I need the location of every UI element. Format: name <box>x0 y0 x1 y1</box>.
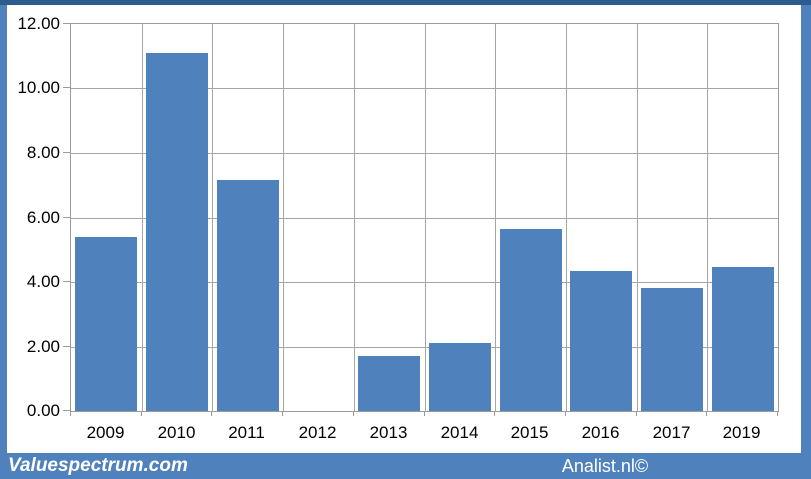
plot-area <box>70 23 779 412</box>
gridline-x-2 <box>212 24 213 411</box>
x-axis-label-2015: 2015 <box>510 423 549 442</box>
x-tick-3 <box>282 411 283 416</box>
gridline-x-5 <box>425 24 426 411</box>
gridline-x-6 <box>495 24 496 411</box>
gridline-x-3 <box>283 24 284 411</box>
bar-2017 <box>641 288 703 411</box>
x-axis-label-2012: 2012 <box>298 423 337 442</box>
x-axis-label-2010: 2010 <box>157 423 196 442</box>
frame-top-edge <box>0 0 811 5</box>
x-tick-4 <box>353 411 354 416</box>
x-tick-7 <box>565 411 566 416</box>
x-axis-label-2013: 2013 <box>369 423 408 442</box>
bar-2010 <box>146 53 208 411</box>
gridline-x-4 <box>354 24 355 411</box>
gridline-y-8 <box>71 153 778 154</box>
gridline-x-1 <box>142 24 143 411</box>
gridline-x-9 <box>707 24 708 411</box>
y-tick-4.00 <box>63 281 70 282</box>
bar-2014 <box>429 343 491 411</box>
y-axis-label-10.00: 10.00 <box>17 78 60 97</box>
gridline-x-7 <box>566 24 567 411</box>
y-tick-6.00 <box>63 217 70 218</box>
y-axis-label-12.00: 12.00 <box>17 14 60 33</box>
x-tick-1 <box>141 411 142 416</box>
x-axis-label-2016: 2016 <box>581 423 620 442</box>
gridline-y-2 <box>71 347 778 348</box>
gridline-y-4 <box>71 282 778 283</box>
y-tick-10.00 <box>63 87 70 88</box>
x-tick-8 <box>636 411 637 416</box>
x-tick-6 <box>494 411 495 416</box>
gridline-y-6 <box>71 218 778 219</box>
x-axis-label-2019: 2019 <box>722 423 761 442</box>
y-axis-label-0.00: 0.00 <box>26 401 60 420</box>
bar-2015 <box>500 229 562 411</box>
x-axis-label-2011: 2011 <box>228 423 265 442</box>
y-tick-2.00 <box>63 346 70 347</box>
x-tick-2 <box>211 411 212 416</box>
watermark-valuespectrum: Valuespectrum.com <box>8 455 188 476</box>
y-tick-8.00 <box>63 152 70 153</box>
x-tick-0 <box>70 411 71 416</box>
x-axis-label-2014: 2014 <box>440 423 479 442</box>
watermark-analist: Analist.nl© <box>561 456 649 476</box>
gridline-x-8 <box>637 24 638 411</box>
bar-2016 <box>570 271 632 411</box>
y-axis-label-4.00: 4.00 <box>26 272 60 291</box>
bar-2019 <box>712 267 774 411</box>
y-tick-0.00 <box>63 410 70 411</box>
x-tick-5 <box>424 411 425 416</box>
y-axis-label-2.00: 2.00 <box>26 337 60 356</box>
x-tick-10 <box>777 411 778 416</box>
y-axis-label-8.00: 8.00 <box>26 143 60 162</box>
footer-bar: Valuespectrum.com Analist.nl© <box>0 453 811 479</box>
x-axis-label-2009: 2009 <box>86 423 125 442</box>
gridline-y-10 <box>71 88 778 89</box>
y-axis-label-6.00: 6.00 <box>26 208 60 227</box>
x-tick-9 <box>706 411 707 416</box>
bar-2009 <box>75 237 137 411</box>
bar-2013 <box>358 356 420 411</box>
bar-2011 <box>217 180 279 411</box>
x-axis-label-2017: 2017 <box>652 423 691 442</box>
y-tick-12.00 <box>63 23 70 24</box>
